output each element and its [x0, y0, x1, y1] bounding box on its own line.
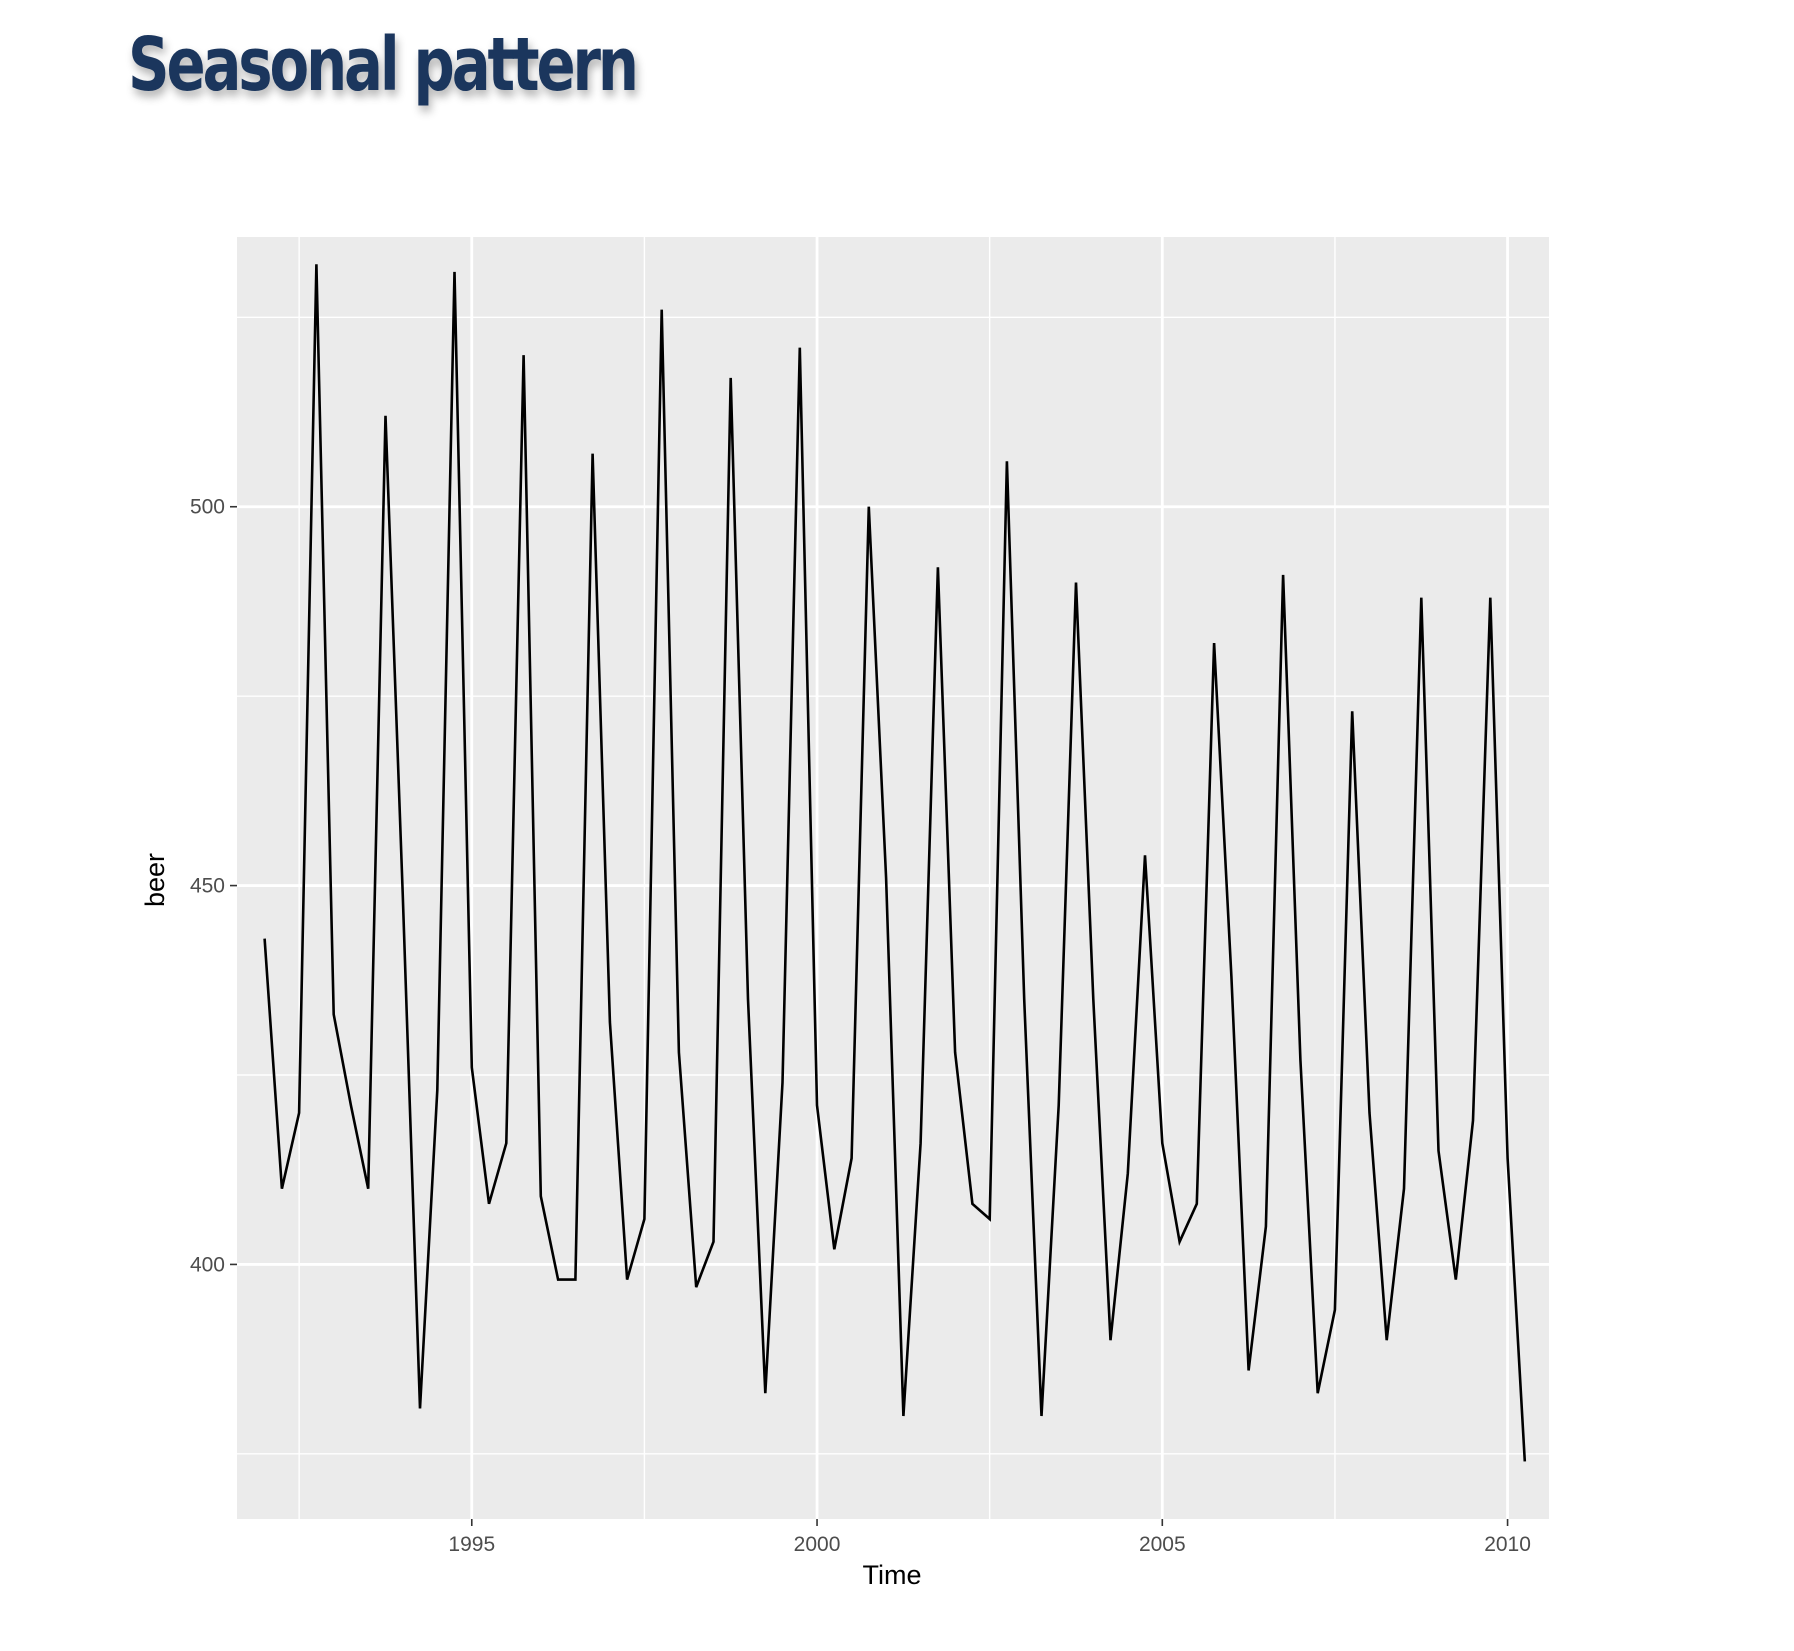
x-axis-title: Time [863, 1560, 922, 1590]
major-gridlines [237, 237, 1549, 1519]
slide-title: Seasonal pattern [128, 22, 639, 108]
plot-panel [237, 237, 1549, 1519]
x-tick-label: 1995 [448, 1533, 495, 1556]
y-tick-label: 400 [190, 1253, 225, 1276]
x-tick-label: 2005 [1139, 1533, 1186, 1556]
x-tick-label: 2010 [1484, 1533, 1531, 1556]
x-tick-label: 2000 [794, 1533, 841, 1556]
y-tick-label: 450 [190, 875, 225, 898]
y-axis-ticks: 400 450 500 [190, 496, 237, 1276]
x-axis-ticks: 1995 2000 2005 2010 [448, 1519, 1531, 1556]
beer-series-line [263, 264, 1527, 1462]
y-tick-label: 500 [190, 496, 225, 519]
y-axis-title: beer [140, 853, 170, 907]
